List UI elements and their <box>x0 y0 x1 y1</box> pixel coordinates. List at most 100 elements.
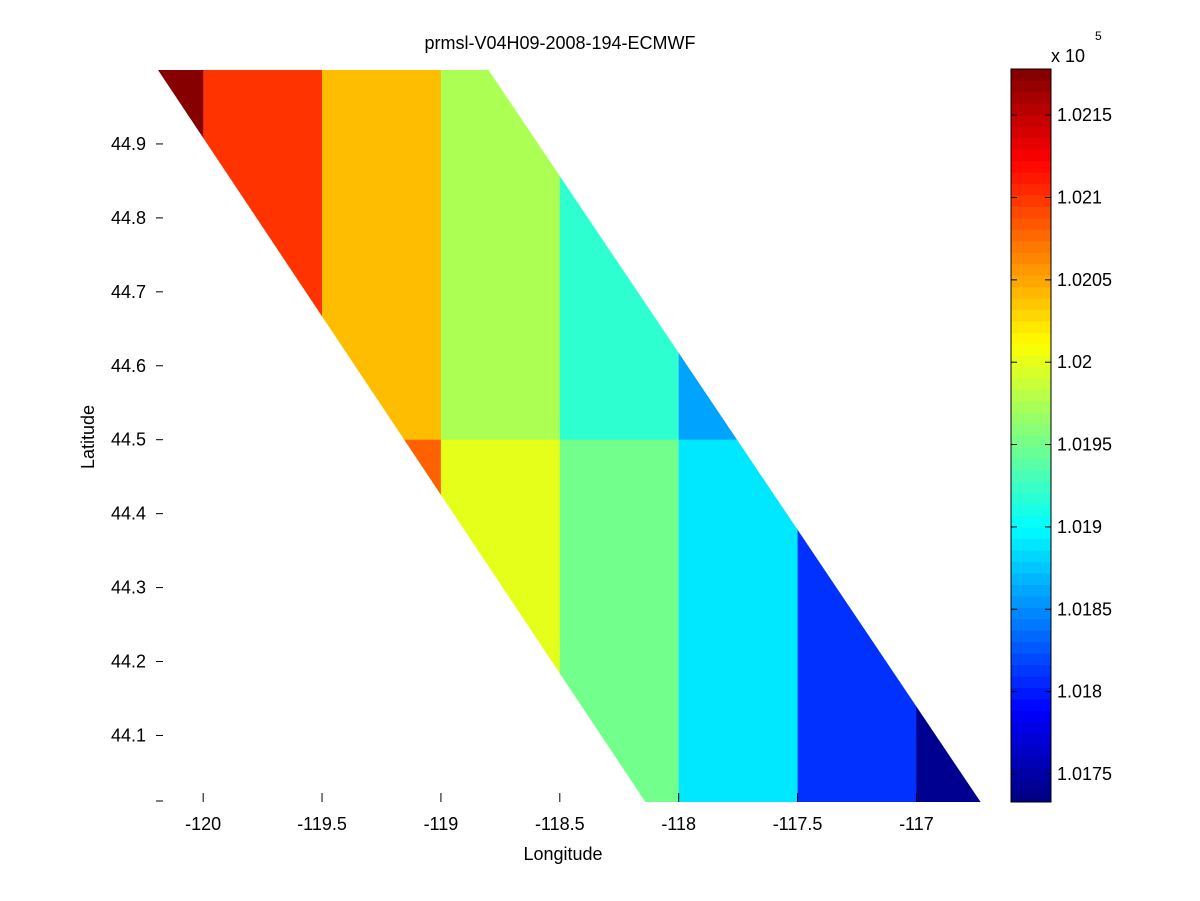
colorbar-band <box>1011 160 1051 173</box>
colorbar-band <box>1011 641 1051 654</box>
colorbar-band <box>1011 183 1051 196</box>
y-tick-label: 44.9 <box>111 134 146 154</box>
heatmap-cell-4 <box>559 70 680 441</box>
colorbar-band <box>1011 332 1051 345</box>
y-axis: 44.1 44.2 44.3 44.4 44.5 44.6 44.7 44.8 44.9 <box>111 134 163 802</box>
colorbar-band <box>1011 275 1051 288</box>
colorbar-band <box>1011 389 1051 402</box>
colorbar-band <box>1011 320 1051 333</box>
colorbar-tick-label: 1.02 <box>1057 352 1092 372</box>
colorbar-band <box>1011 790 1051 803</box>
colorbar-band <box>1011 446 1051 459</box>
colorbar-band <box>1011 229 1051 242</box>
heatmap-cell-1 <box>203 70 323 441</box>
colorbar-band <box>1011 572 1051 585</box>
colorbar-band <box>1011 286 1051 299</box>
colorbar-band <box>1011 584 1051 597</box>
x-tick-label: -118.5 <box>535 814 585 834</box>
colorbar-band <box>1011 114 1051 127</box>
y-tick-label: 44.5 <box>111 430 146 450</box>
x-tick-label: -119.5 <box>297 814 347 834</box>
colorbar-tick-label: 1.0185 <box>1057 599 1112 619</box>
colorbar-band <box>1011 137 1051 150</box>
colorbar-band <box>1011 607 1051 620</box>
colorbar-band <box>1011 767 1051 780</box>
heatmap-cell-7 <box>440 439 561 802</box>
colorbar-tick-label: 1.021 <box>1057 187 1102 207</box>
colorbar-band <box>1011 481 1051 494</box>
colorbar-band <box>1011 779 1051 792</box>
colorbar-band <box>1011 298 1051 311</box>
colorbar-exponent-power: 5 <box>1095 29 1102 43</box>
colorbar-tick-label: 1.0205 <box>1057 270 1112 290</box>
colorbar-band <box>1011 527 1051 540</box>
y-axis-label: Latitude <box>78 405 98 469</box>
x-tick-label: -120 <box>185 814 221 834</box>
colorbar-band <box>1011 80 1051 93</box>
colorbar-exponent-label: x 10 <box>1051 46 1085 66</box>
colorbar-band <box>1011 515 1051 528</box>
colorbar-band <box>1011 630 1051 643</box>
colorbar-tick-label: 1.0195 <box>1057 435 1112 455</box>
colorbar-tick-label: 1.018 <box>1057 682 1102 702</box>
x-axis-label: Longitude <box>523 844 602 864</box>
y-tick-label: 44.4 <box>111 504 146 524</box>
colorbar-band <box>1011 664 1051 677</box>
colorbar-band <box>1011 343 1051 356</box>
colorbar-tick-label: 1.0215 <box>1057 105 1112 125</box>
heatmap-cell-10 <box>797 439 918 802</box>
colorbar-band <box>1011 69 1051 81</box>
y-tick-label: 44.2 <box>111 652 146 672</box>
colorbar-band <box>1011 91 1051 104</box>
colorbar-tick-label: 1.0175 <box>1057 764 1112 784</box>
x-tick-label: -119 <box>424 814 459 834</box>
colorbar-band <box>1011 252 1051 265</box>
colorbar-band <box>1011 126 1051 139</box>
x-tick-label: -117.5 <box>773 814 823 834</box>
colorbar-band <box>1011 469 1051 482</box>
colorbar-band <box>1011 504 1051 517</box>
heatmap-cell-0 <box>158 70 204 441</box>
colorbar-frame <box>1010 68 1052 803</box>
heatmap-cell-6 <box>322 439 442 802</box>
colorbar-band <box>1011 458 1051 471</box>
colorbar-band <box>1011 595 1051 608</box>
colorbar-band <box>1011 756 1051 769</box>
colorbar-band <box>1011 366 1051 379</box>
colorbar-gradient <box>1011 69 1051 803</box>
heatmap-cell-8 <box>559 439 680 802</box>
colorbar-band <box>1011 194 1051 207</box>
colorbar-band <box>1011 561 1051 574</box>
colorbar-band <box>1011 744 1051 757</box>
y-tick-label: 44.7 <box>111 282 146 302</box>
chart-title: prmsl-V04H09-2008-194-ECMWF <box>424 33 695 53</box>
colorbar-band <box>1011 698 1051 711</box>
colorbar-band <box>1011 492 1051 505</box>
colorbar-band <box>1011 149 1051 162</box>
colorbar-tick-label: 1.019 <box>1057 517 1102 537</box>
colorbar-band <box>1011 355 1051 368</box>
colorbar-band <box>1011 424 1051 436</box>
colorbar-band <box>1011 206 1051 219</box>
colorbar-band <box>1011 435 1051 448</box>
y-tick-label: 44.8 <box>111 208 146 228</box>
y-tick-label: 44.3 <box>111 578 146 598</box>
plot-area: -120 -119.5 -119 -118.5 -118 -117.5 -117 44.1 4… <box>111 70 981 834</box>
y-tick-label: 44.1 <box>111 725 146 745</box>
colorbar-band <box>1011 710 1051 723</box>
x-tick-label: -117 <box>899 814 934 834</box>
colorbar-band <box>1011 538 1051 551</box>
colorbar-band <box>1011 217 1051 230</box>
heatmap-cell-9 <box>678 439 799 802</box>
colorbar-band <box>1011 733 1051 746</box>
colorbar-band <box>1011 687 1051 700</box>
heatmap-cell-5 <box>678 70 799 441</box>
colorbar-band <box>1011 550 1051 562</box>
x-tick-label: -118 <box>661 814 696 834</box>
colorbar-band <box>1011 240 1051 253</box>
colorbar-band <box>1011 676 1051 688</box>
colorbar-band <box>1011 721 1051 734</box>
colorbar-band <box>1011 618 1051 631</box>
